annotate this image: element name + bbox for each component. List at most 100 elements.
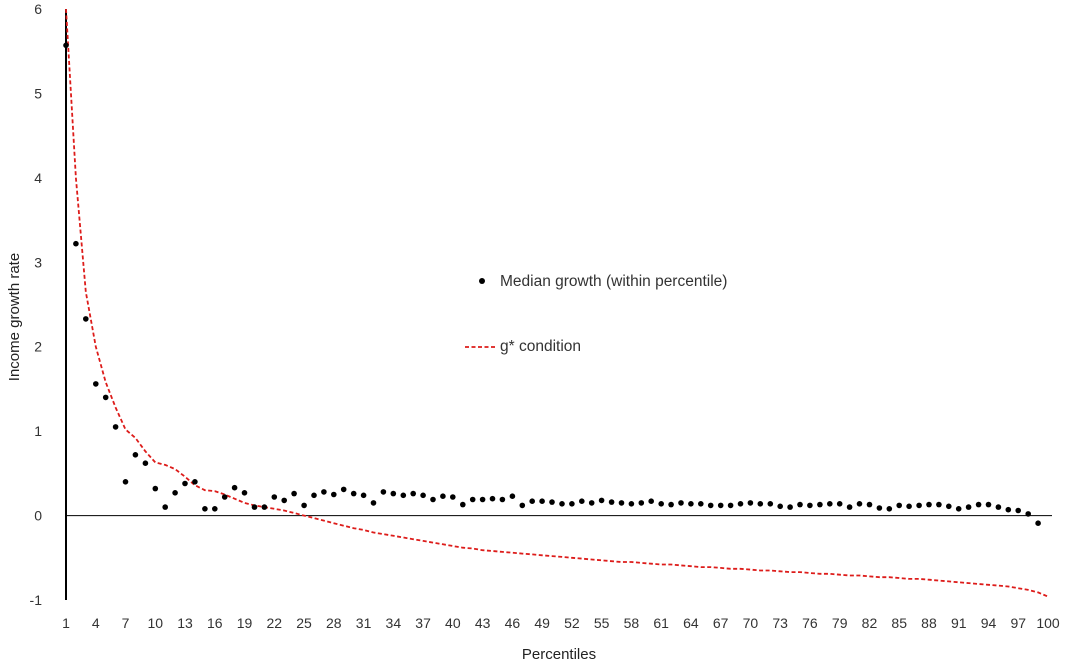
x-tick-label: 34 [386,615,402,631]
x-tick-label: 55 [594,615,610,631]
median-growth-point [271,494,278,500]
median-growth-point [1005,506,1012,513]
x-tick-label: 43 [475,615,491,631]
median-growth-point [142,460,149,467]
median-growth-point [559,501,565,507]
median-growth-point [1015,507,1021,514]
y-tick-label: 6 [34,1,42,17]
median-growth-point [430,496,436,503]
median-growth-point [350,490,357,497]
median-growth-point [866,501,873,508]
median-growth-point [231,484,238,491]
median-growth-point [460,501,466,508]
median-growth-point [737,501,744,507]
median-growth-point [450,494,456,500]
x-tick-label: 13 [177,615,193,631]
median-growth-point [152,485,159,492]
x-tick-label: 64 [683,615,699,631]
median-growth-point [529,498,535,505]
y-tick-label: 2 [34,339,42,355]
median-growth-point [588,500,595,506]
median-growth-point [162,504,168,510]
median-growth-point [995,504,1002,510]
legend-label-g-star: g* condition [500,338,581,355]
median-growth-point [499,496,506,503]
x-tick-label: 100 [1036,615,1060,631]
legend-label-median-growth: Median growth (within percentile) [500,273,727,290]
median-growth-point [489,495,496,502]
median-growth-point [509,493,516,500]
median-growth-point [579,498,585,505]
median-growth-point [122,479,129,485]
median-growth-point [400,492,407,499]
median-growth-point [93,381,99,387]
median-growth-point [63,42,69,49]
median-growth-point [836,501,843,507]
x-tick-label: 82 [862,615,878,631]
x-tick-label: 22 [267,615,283,631]
median-growth-point [767,501,774,507]
median-growth-point [569,501,575,507]
median-growth-point [668,501,674,508]
y-tick-label: -1 [30,592,43,608]
x-tick-label: 25 [296,615,312,631]
median-growth-point [192,479,198,485]
median-growth-point [301,502,307,509]
median-growth-point [698,501,704,507]
median-growth-point [281,497,288,504]
median-growth-point [112,424,119,430]
median-growth-point [380,489,387,495]
median-growth-point [827,501,833,507]
y-axis-title: Income growth rate [6,253,23,381]
median-growth-point [926,501,932,508]
median-growth-point [876,505,883,511]
x-tick-label: 79 [832,615,848,631]
x-tick-label: 31 [356,615,372,631]
x-tick-label: 73 [772,615,788,631]
median-growth-point [807,502,813,509]
median-growth-point [906,503,912,510]
g-star-condition-line [65,8,1049,598]
x-tick-label: 4 [92,615,100,631]
median-growth-point [1035,520,1041,526]
x-tick-label: 1 [62,615,70,631]
x-tick-label: 97 [1010,615,1026,631]
median-growth-point [955,506,962,512]
median-growth-point [479,496,486,503]
median-growth-point [311,492,317,499]
median-growth-point [886,506,893,512]
legend: Median growth (within percentile) g* con… [465,273,727,355]
median-growth-point [787,504,793,510]
x-tick-label: 52 [564,615,580,631]
median-growth-point [846,504,853,510]
y-tick-labels: -1 0 1 2 3 4 5 6 [30,1,43,608]
median-growth-point [132,452,139,458]
median-growth-point [727,502,734,509]
median-growth-point [420,492,426,499]
x-tick-label: 91 [951,615,967,631]
x-tick-label: 88 [921,615,937,631]
median-growth-point [678,500,684,506]
median-growth-point [212,506,218,512]
x-tick-label: 85 [891,615,907,631]
median-growth-point [965,504,972,510]
median-growth-point [817,501,823,508]
median-growth-point [261,504,268,510]
median-growth-point [757,501,764,507]
x-tick-label: 49 [534,615,550,631]
x-tick-label: 10 [147,615,163,631]
median-growth-point [241,490,248,496]
median-growth-point [469,496,476,503]
median-growth-point [688,501,694,507]
median-growth-point [648,498,654,505]
series-points [63,42,1041,526]
x-tick-labels: 1 4 7 10 13 16 19 22 25 28 31 34 37 40 43 46 49 52 55 58 61 6… [62,615,1060,631]
x-tick-label: 76 [802,615,818,631]
x-tick-label: 37 [415,615,431,631]
x-tick-label: 58 [624,615,640,631]
median-growth-point [1025,511,1031,517]
median-growth-point [777,503,783,510]
median-growth-point [618,500,625,506]
median-growth-point [658,501,664,507]
